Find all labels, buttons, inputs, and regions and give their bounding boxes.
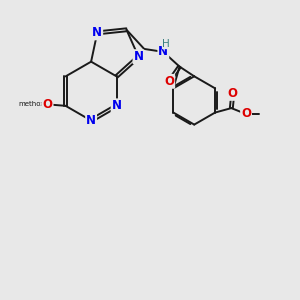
Text: O: O xyxy=(42,98,52,111)
Text: O: O xyxy=(164,75,174,88)
Text: N: N xyxy=(112,99,122,112)
Text: N: N xyxy=(92,26,102,39)
Text: N: N xyxy=(86,114,96,127)
Text: H: H xyxy=(162,39,170,49)
Text: O: O xyxy=(42,98,52,111)
Text: N: N xyxy=(134,50,143,63)
Text: O: O xyxy=(241,107,251,121)
Text: O: O xyxy=(228,87,238,100)
Text: N: N xyxy=(158,45,168,58)
Text: methoxy: methoxy xyxy=(19,101,50,107)
